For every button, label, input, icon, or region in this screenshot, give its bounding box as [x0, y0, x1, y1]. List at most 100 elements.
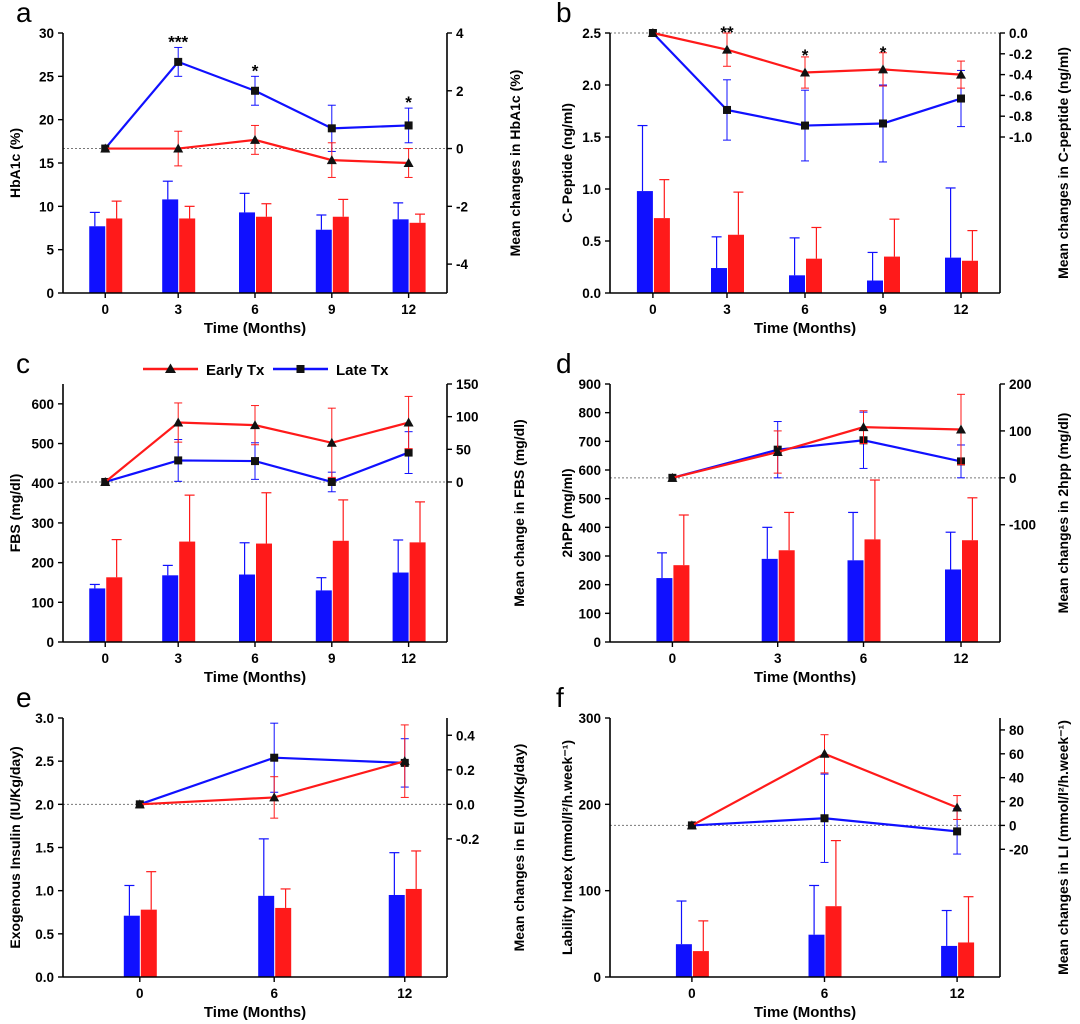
y-tick-label: 0.0 [35, 970, 54, 985]
x-tick-label: 12 [953, 651, 968, 666]
y2-tick-label: 0 [1009, 471, 1017, 486]
y-tick-label: 500 [578, 492, 601, 507]
marker-late [879, 119, 887, 128]
bar-late [761, 558, 778, 642]
y2-tick-label: 50 [456, 442, 471, 457]
bar-early [825, 906, 842, 977]
y-axis-title: 2hPP (mg/ml) [559, 468, 575, 557]
bar-late [89, 588, 106, 642]
y2-tick-label: -0.2 [456, 832, 479, 847]
y-tick-label: 25 [39, 69, 55, 84]
bar-early [728, 234, 744, 293]
y-tick-label: 900 [578, 377, 601, 392]
bar-early [256, 543, 272, 642]
bar-late [675, 944, 692, 977]
bar-late [258, 895, 275, 977]
y-tick-label: 1.5 [35, 841, 54, 856]
x-tick-label: 9 [879, 302, 887, 317]
bar-early [106, 218, 123, 293]
y-tick-label: 0.5 [35, 927, 54, 942]
marker-early [772, 447, 783, 457]
bar-early [332, 540, 349, 642]
bar-late [239, 212, 255, 293]
y-tick-label: 300 [31, 516, 54, 531]
y2-tick-label: -0.4 [1009, 68, 1033, 83]
y2-axis-title: Mean changes in C-peptide (ng/ml) [1055, 47, 1071, 279]
y2-axis-title: Mean changes in HbA1c (%) [507, 70, 523, 257]
marker-late [174, 57, 183, 66]
y-tick-label: 700 [578, 434, 601, 449]
y-tick-label: 0.5 [582, 234, 601, 249]
marker-late [801, 121, 809, 130]
bar-late [315, 590, 332, 642]
legend-early-label: Early Tx [206, 362, 265, 379]
significance-label: ** [720, 23, 734, 42]
panel-d: d 0 100 200 300 400 500 600 700 800 900 -100 0 100 200… [556, 348, 1071, 686]
x-tick-label: 6 [801, 302, 809, 317]
y2-tick-label: -1.0 [1009, 130, 1032, 145]
marker-early [173, 143, 184, 153]
y-axis-title: Exogenous Insulin (IU/Kg/day) [7, 746, 23, 948]
bar-early [806, 258, 822, 293]
y2-tick-label: -20 [1009, 842, 1029, 857]
bar-late [162, 199, 179, 293]
bar-early [275, 907, 292, 977]
panel-letter: c [16, 348, 30, 379]
x-tick-label: 12 [397, 986, 412, 1001]
bar-late [636, 191, 653, 293]
bar-late [315, 229, 332, 293]
x-tick-label: 3 [723, 302, 731, 317]
x-tick-label: 3 [174, 651, 182, 666]
marker-late [957, 94, 965, 103]
bar-late [941, 945, 958, 977]
legend-late-label: Late Tx [336, 362, 389, 379]
bar-late [89, 226, 106, 293]
line-early [104, 421, 409, 483]
significance-label: * [880, 43, 887, 62]
y-tick-label: 30 [39, 26, 54, 41]
y2-tick-label: -0.8 [1009, 109, 1033, 124]
x-tick-label: 12 [950, 986, 965, 1001]
y2-tick-label: 0 [456, 475, 464, 490]
bar-early [673, 565, 690, 642]
x-tick-label: 6 [270, 986, 278, 1001]
y2-tick-label: 100 [456, 410, 479, 425]
y2-axis-title: Mean change in FBS (mg/dl) [511, 419, 527, 606]
bar-late [388, 894, 405, 977]
marker-early [667, 472, 678, 482]
bar-early [179, 218, 196, 293]
bar-early [409, 222, 426, 293]
marker-late [174, 456, 183, 465]
y2-axis-title: Mean changes in 2hpp (mg/dl) [1055, 413, 1071, 614]
bar-late [945, 569, 961, 642]
panel-letter: e [16, 682, 32, 713]
panel-b: b*** *0.00.51.01.52.02.5-1.0-0.8-0.6-0.4-… [556, 0, 1071, 337]
significance-label: *** [168, 32, 188, 51]
marker-early [956, 424, 966, 434]
legend-late-marker [296, 365, 305, 373]
marker-early [647, 28, 658, 37]
y2-tick-label: 0.0 [456, 797, 475, 812]
x-tick-label: 0 [101, 651, 109, 666]
x-tick-label: 6 [251, 651, 259, 666]
x-axis-title: Time (Months) [204, 669, 306, 686]
y2-tick-label: 100 [1009, 424, 1032, 439]
y-tick-label: 0 [593, 635, 601, 650]
bar-late [392, 219, 409, 293]
bar-late [711, 268, 727, 293]
marker-late [404, 448, 413, 457]
panel-letter: d [556, 348, 572, 379]
marker-early [956, 69, 966, 79]
y2-tick-label: 2 [456, 84, 464, 99]
y-tick-label: 2.0 [35, 797, 54, 812]
y-tick-label: 200 [578, 797, 601, 812]
y2-tick-label: 20 [1009, 795, 1024, 810]
marker-early [134, 799, 145, 809]
y2-tick-label: 0.4 [456, 728, 475, 743]
x-axis-title: Time (Months) [204, 320, 306, 337]
y2-axis-title: Mean changes in EI (IU/Kg/day) [511, 744, 527, 952]
y-tick-label: 2.0 [582, 78, 601, 93]
marker-early [403, 158, 414, 167]
marker-late [270, 753, 279, 762]
